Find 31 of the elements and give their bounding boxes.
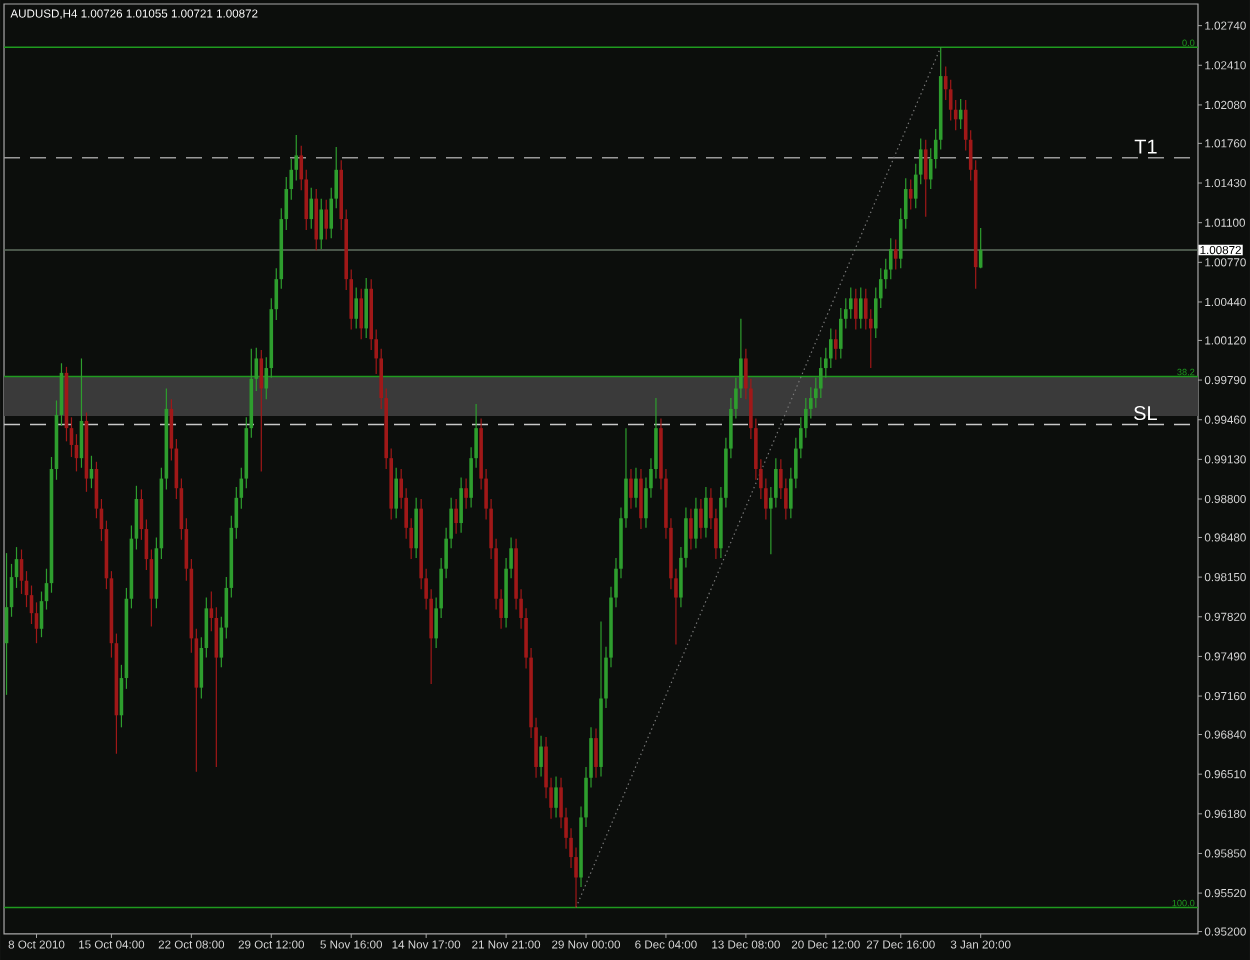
candlestick <box>858 286 863 330</box>
candlestick <box>364 277 368 339</box>
candlestick <box>634 467 638 509</box>
candlestick <box>359 288 364 340</box>
candlestick <box>394 467 398 519</box>
ref-line-label: SL <box>1134 405 1157 421</box>
candlestick <box>324 199 329 241</box>
candlestick <box>314 188 319 251</box>
candlestick <box>554 775 558 819</box>
candlestick <box>853 288 858 331</box>
candlestick <box>699 498 703 540</box>
candlestick <box>639 468 643 530</box>
candlestick <box>309 187 314 230</box>
candlestick <box>629 468 633 510</box>
ref-line-label: T1 <box>1134 139 1157 154</box>
candlestick <box>464 478 468 510</box>
candlestick <box>848 286 853 320</box>
candlestick <box>893 238 898 271</box>
candlestick <box>594 727 598 779</box>
candlestick <box>459 476 463 534</box>
candlestick <box>354 286 359 330</box>
candlestick <box>908 178 913 211</box>
candlestick <box>414 497 418 559</box>
candlestick <box>454 498 458 535</box>
candlestick <box>694 497 698 549</box>
candlestick <box>704 486 708 539</box>
candlestick <box>689 508 693 551</box>
candlestick <box>834 329 838 361</box>
candlestick <box>539 735 543 778</box>
candlestick <box>923 139 928 218</box>
candlestick <box>319 198 324 250</box>
